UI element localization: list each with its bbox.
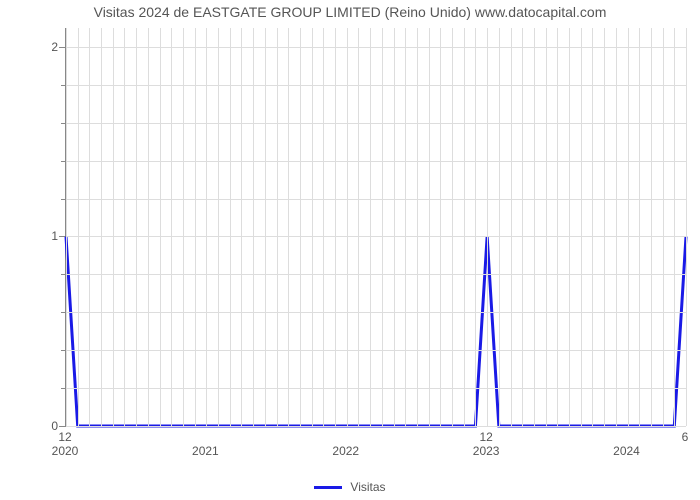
gridline-v <box>522 28 523 426</box>
x-year-label: 2024 <box>613 444 640 458</box>
gridline-v <box>557 28 558 426</box>
gridline-v <box>101 28 102 426</box>
gridline-v <box>639 28 640 426</box>
gridline-v <box>66 28 67 426</box>
y-minor-tick <box>61 161 65 162</box>
y-minor-tick <box>61 199 65 200</box>
gridline-v <box>674 28 675 426</box>
gridline-v <box>323 28 324 426</box>
legend-item: Visitas <box>314 480 385 494</box>
gridline-h <box>66 426 686 427</box>
gridline-v <box>405 28 406 426</box>
y-minor-tick <box>61 350 65 351</box>
gridline-v <box>288 28 289 426</box>
gridline-v <box>663 28 664 426</box>
gridline-v <box>160 28 161 426</box>
plot-area <box>65 28 686 427</box>
gridline-v <box>277 28 278 426</box>
y-tick-label: 1 <box>28 229 58 243</box>
y-tick <box>59 426 65 427</box>
gridline-v <box>511 28 512 426</box>
y-minor-tick <box>61 312 65 313</box>
gridline-v <box>89 28 90 426</box>
gridline-v <box>592 28 593 426</box>
legend-label: Visitas <box>350 480 385 494</box>
y-minor-tick <box>61 388 65 389</box>
gridline-v <box>382 28 383 426</box>
x-year-label: 2021 <box>192 444 219 458</box>
gridline-v <box>335 28 336 426</box>
gridline-v <box>358 28 359 426</box>
gridline-v <box>569 28 570 426</box>
gridline-v <box>417 28 418 426</box>
gridline-v <box>206 28 207 426</box>
gridline-v <box>370 28 371 426</box>
y-minor-tick <box>61 274 65 275</box>
gridline-v <box>464 28 465 426</box>
gridline-v <box>113 28 114 426</box>
gridline-v <box>253 28 254 426</box>
gridline-v <box>475 28 476 426</box>
x-range-label: 6 <box>682 430 689 444</box>
gridline-v <box>230 28 231 426</box>
gridline-v <box>300 28 301 426</box>
gridline-v <box>686 28 687 426</box>
x-year-label: 2022 <box>332 444 359 458</box>
y-tick <box>59 236 65 237</box>
gridline-v <box>534 28 535 426</box>
gridline-v <box>429 28 430 426</box>
gridline-v <box>171 28 172 426</box>
y-minor-tick <box>61 85 65 86</box>
gridline-v <box>195 28 196 426</box>
gridline-v <box>628 28 629 426</box>
gridline-v <box>499 28 500 426</box>
gridline-v <box>452 28 453 426</box>
y-minor-tick <box>61 123 65 124</box>
chart-title: Visitas 2024 de EASTGATE GROUP LIMITED (… <box>0 4 700 20</box>
gridline-v <box>183 28 184 426</box>
gridline-v <box>218 28 219 426</box>
gridline-v <box>616 28 617 426</box>
gridline-v <box>347 28 348 426</box>
gridline-v <box>546 28 547 426</box>
gridline-v <box>440 28 441 426</box>
legend: Visitas <box>0 476 700 495</box>
y-tick <box>59 47 65 48</box>
gridline-v <box>581 28 582 426</box>
gridline-v <box>265 28 266 426</box>
x-year-label: 2020 <box>52 444 79 458</box>
gridline-v <box>136 28 137 426</box>
x-year-label: 2023 <box>473 444 500 458</box>
gridline-v <box>394 28 395 426</box>
gridline-v <box>78 28 79 426</box>
chart-container: Visitas 2024 de EASTGATE GROUP LIMITED (… <box>0 0 700 500</box>
gridline-v <box>651 28 652 426</box>
gridline-v <box>148 28 149 426</box>
gridline-v <box>124 28 125 426</box>
legend-swatch <box>314 486 342 489</box>
gridline-v <box>241 28 242 426</box>
x-range-label: 12 <box>479 430 492 444</box>
x-range-label: 12 <box>58 430 71 444</box>
y-tick-label: 0 <box>28 419 58 433</box>
gridline-v <box>604 28 605 426</box>
y-tick-label: 2 <box>28 40 58 54</box>
gridline-v <box>312 28 313 426</box>
gridline-v <box>487 28 488 426</box>
